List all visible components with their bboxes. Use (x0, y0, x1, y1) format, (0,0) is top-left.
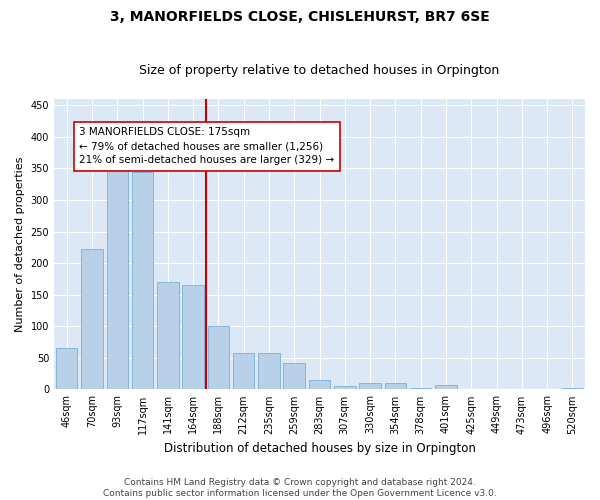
Bar (132, 172, 153, 390)
Bar (283, 363, 305, 390)
X-axis label: Distribution of detached houses by size in Orpington: Distribution of detached houses by size … (164, 442, 475, 455)
Bar (385, 383, 406, 390)
Bar (157, 282, 179, 390)
Bar (258, 354, 280, 390)
Bar (208, 326, 229, 390)
Bar (410, 388, 431, 390)
Text: Contains HM Land Registry data © Crown copyright and database right 2024.
Contai: Contains HM Land Registry data © Crown c… (103, 478, 497, 498)
Bar (309, 380, 330, 390)
Y-axis label: Number of detached properties: Number of detached properties (15, 156, 25, 332)
Bar (334, 386, 356, 390)
Bar (435, 385, 457, 390)
Bar (56, 348, 77, 390)
Bar (182, 286, 204, 390)
Bar (562, 388, 583, 390)
Bar (359, 383, 381, 390)
Text: 3 MANORFIELDS CLOSE: 175sqm
← 79% of detached houses are smaller (1,256)
21% of : 3 MANORFIELDS CLOSE: 175sqm ← 79% of det… (79, 128, 334, 166)
Bar (233, 354, 254, 390)
Bar (107, 170, 128, 390)
Bar (81, 250, 103, 390)
Text: 3, MANORFIELDS CLOSE, CHISLEHURST, BR7 6SE: 3, MANORFIELDS CLOSE, CHISLEHURST, BR7 6… (110, 10, 490, 24)
Title: Size of property relative to detached houses in Orpington: Size of property relative to detached ho… (139, 64, 500, 77)
